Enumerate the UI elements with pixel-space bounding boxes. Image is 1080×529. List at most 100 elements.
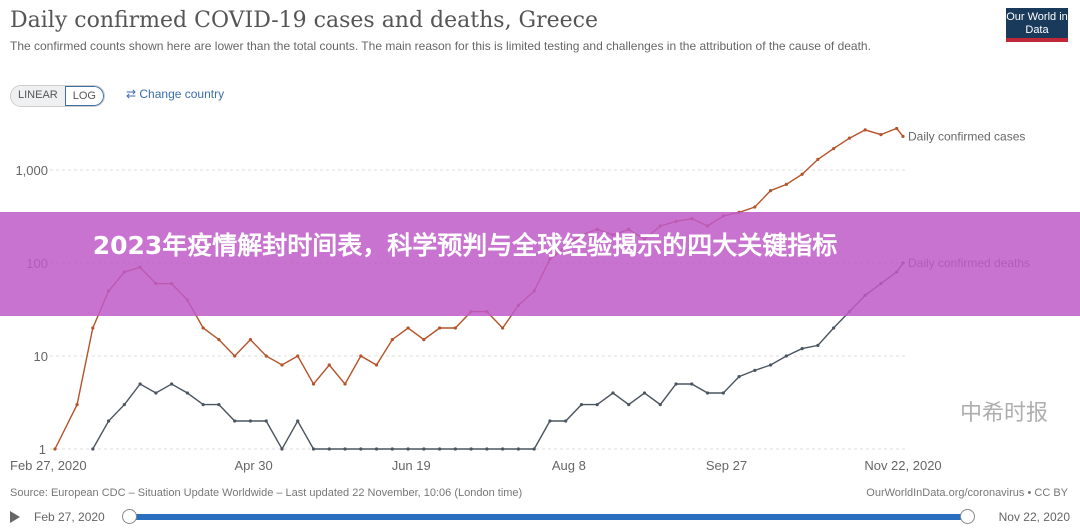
data-point [469, 447, 473, 451]
data-point [201, 326, 205, 330]
y-tick-label: 1,000 [15, 163, 48, 178]
data-point [406, 326, 410, 330]
timeline: Feb 27, 2020 Nov 22, 2020 [10, 508, 1070, 526]
data-point [185, 391, 190, 395]
data-point [453, 447, 457, 451]
data-point [91, 447, 95, 451]
data-point [901, 134, 905, 138]
data-point [816, 157, 820, 162]
data-point [485, 447, 489, 451]
x-tick-label: Sep 27 [706, 458, 747, 473]
data-point [579, 403, 584, 407]
data-point [280, 447, 284, 451]
data-point [690, 382, 694, 386]
timeline-end: Nov 22, 2020 [998, 510, 1070, 524]
data-point [311, 447, 316, 451]
chart-title: Daily confirmed COVID-19 cases and death… [10, 8, 599, 33]
data-point [768, 363, 773, 367]
data-point [674, 382, 678, 386]
log-button[interactable]: LOG [64, 86, 104, 106]
data-point [217, 403, 221, 407]
data-point [800, 172, 804, 176]
data-point [532, 447, 536, 451]
x-tick-label: Feb 27, 2020 [10, 458, 87, 473]
data-point [296, 354, 300, 358]
data-point [406, 447, 410, 451]
change-country-link[interactable]: ⇄ Change country [126, 87, 225, 101]
source-note: Source: European CDC – Situation Update … [10, 487, 523, 499]
y-tick-label: 1 [39, 442, 46, 457]
data-point [359, 354, 363, 358]
data-point [53, 447, 57, 451]
data-point [705, 391, 710, 395]
data-point [564, 419, 568, 423]
data-point [548, 419, 552, 423]
timeline-start: Feb 27, 2020 [34, 510, 105, 524]
data-point [784, 354, 788, 358]
data-point [154, 391, 158, 395]
data-point [75, 403, 79, 407]
data-point [390, 447, 394, 451]
data-point [721, 391, 725, 395]
data-point [863, 128, 867, 132]
data-point [753, 368, 757, 373]
y-tick-label: 10 [34, 349, 48, 364]
license-link[interactable]: OurWorldInData.org/coronavirus • CC BY [866, 487, 1068, 499]
data-point [422, 338, 426, 342]
data-point [280, 363, 284, 367]
data-point [217, 338, 221, 342]
data-point [453, 326, 457, 330]
data-point [343, 382, 347, 386]
linear-button[interactable]: LINEAR [11, 86, 65, 106]
watermark: 中希时报 [960, 400, 1049, 425]
x-tick-label: Apr 30 [234, 458, 272, 473]
data-point [138, 382, 142, 386]
data-point [832, 326, 836, 330]
data-point [895, 126, 899, 131]
data-point [595, 403, 599, 407]
data-point [658, 403, 662, 407]
data-point [122, 403, 126, 407]
data-point [248, 338, 253, 342]
data-point [627, 403, 631, 407]
data-point [784, 182, 788, 187]
data-point [296, 419, 300, 423]
data-point [374, 363, 379, 367]
data-point [422, 447, 426, 451]
timeline-start-handle[interactable] [122, 509, 137, 524]
data-point [264, 354, 268, 358]
data-point [327, 363, 331, 367]
data-point [816, 343, 820, 348]
data-point [501, 447, 505, 451]
timeline-end-handle[interactable] [960, 509, 975, 524]
scale-toggle: LINEAR LOG [10, 85, 105, 107]
x-tick-label: Aug 8 [552, 458, 586, 473]
data-point [768, 189, 773, 193]
timeline-track[interactable] [130, 514, 966, 520]
x-tick-label: Jun 19 [392, 458, 431, 473]
data-point [233, 419, 237, 423]
owid-logo[interactable]: Our World in Data [1006, 8, 1068, 42]
data-point [611, 391, 615, 395]
data-point [327, 447, 331, 451]
play-icon[interactable] [10, 511, 20, 523]
data-point [753, 205, 757, 209]
overlay-banner: 2023年疫情解封时间表，科学预判与全球经验揭示的四大关键指标 [0, 212, 1080, 316]
data-point [359, 447, 363, 451]
data-point [501, 326, 505, 330]
legend-label: Daily confirmed cases [908, 129, 1025, 143]
chart-subtitle: The confirmed counts shown here are lowe… [10, 39, 871, 53]
data-point [847, 136, 852, 140]
data-point [642, 391, 647, 395]
data-point [201, 403, 205, 407]
data-point [264, 419, 268, 423]
data-point [437, 447, 442, 451]
data-point [832, 146, 836, 151]
data-point [516, 447, 521, 451]
data-point [311, 382, 316, 386]
data-point [800, 347, 804, 351]
data-point [106, 419, 111, 423]
data-point [343, 447, 347, 451]
data-point [374, 447, 379, 451]
